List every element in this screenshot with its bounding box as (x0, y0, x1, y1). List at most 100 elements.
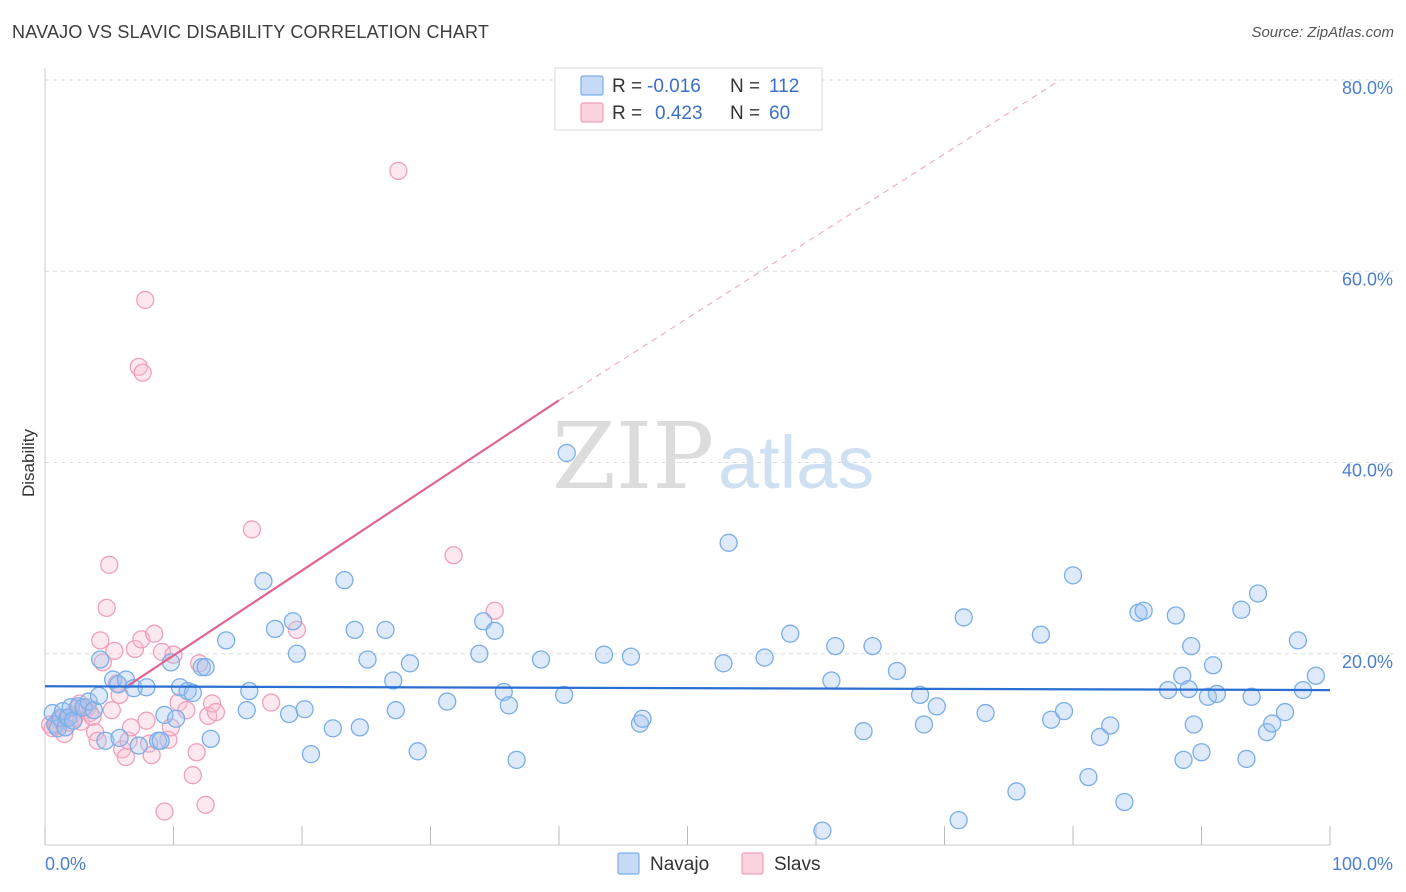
legend-navajo-label: Navajo (650, 854, 709, 875)
navajo-swatch (580, 75, 604, 96)
navajo-point (265, 619, 285, 639)
navajo-point (408, 742, 427, 761)
navajo-point (1166, 606, 1185, 625)
navajo-point (110, 728, 129, 748)
navajo-point (621, 647, 641, 666)
slavs-point (196, 795, 215, 814)
slavs-point (88, 731, 107, 750)
navajo-point (594, 645, 614, 664)
navajo-point (345, 620, 364, 639)
navajo-point (376, 620, 395, 639)
slavs-point (97, 598, 116, 617)
navajo-point (295, 700, 314, 719)
navajo-point (910, 685, 930, 705)
x-tick-label: 0.0% (45, 854, 86, 874)
trend-lines (44, 79, 1331, 692)
navajo-point (217, 631, 236, 650)
navajo-point (96, 731, 115, 750)
navajo-point (84, 701, 103, 720)
chart-title: NAVAJO VS SLAVIC DISABILITY CORRELATION … (12, 22, 490, 42)
navajo-point (279, 704, 299, 724)
navajo-point (470, 644, 489, 663)
legend-slavs-label: Slavs (774, 854, 820, 875)
navajo-point (1090, 727, 1110, 747)
slavs-point (287, 620, 307, 639)
navajo-point (1257, 723, 1277, 742)
stats-legend: R = -0.016 N = 112 R = 0.423 N = 60 (554, 67, 823, 131)
slavs-series (40, 161, 504, 821)
navajo-point (400, 654, 420, 673)
navajo-point (887, 661, 907, 681)
navajo-n-label: N = (730, 76, 760, 97)
watermark-zip: ZIP (552, 403, 714, 510)
navajo-point (1115, 792, 1134, 812)
navajo-point (927, 697, 946, 716)
navajo-point (1063, 566, 1083, 585)
slavs-point (137, 711, 156, 730)
slavs-point (133, 363, 152, 382)
navajo-point (1306, 666, 1326, 685)
navajo-point (254, 571, 273, 591)
slavs-trend-extension (558, 79, 1061, 401)
navajo-point (1031, 625, 1051, 644)
slavs-trend-line (127, 399, 560, 687)
y-tick-label: 40.0% (1342, 461, 1393, 481)
navajo-point (719, 533, 738, 552)
slavs-point (155, 802, 174, 821)
slavs-point (102, 701, 121, 720)
navajo-point (854, 722, 873, 741)
navajo-point (1232, 600, 1251, 619)
navajo-point (89, 686, 109, 705)
y-tick-label: 80.0% (1342, 78, 1393, 98)
navajo-point (1263, 714, 1282, 733)
navajo-point (1203, 656, 1223, 675)
source-label: Source: ZipAtlas.com (1251, 24, 1394, 41)
slavs-point (485, 601, 504, 620)
slavs-point (183, 766, 202, 785)
slavs-point (444, 546, 463, 565)
navajo-point (129, 736, 148, 755)
navajo-point (79, 692, 98, 711)
navajo-point (1079, 767, 1098, 787)
navajo-point (531, 650, 551, 669)
navajo-point (350, 718, 369, 737)
slavs-r-value: 0.423 (655, 103, 703, 124)
navajo-point (755, 648, 774, 667)
navajo-point (557, 443, 576, 463)
navajo-point (822, 671, 841, 690)
x-tick-label: 100.0% (1332, 854, 1393, 874)
slavs-swatch (580, 102, 604, 123)
navajo-point (1134, 601, 1153, 620)
navajo-point (287, 644, 307, 663)
navajo-point (976, 703, 995, 723)
navajo-point (630, 714, 650, 733)
navajo-point (1237, 749, 1256, 769)
slavs-point (145, 624, 164, 643)
slavs-point (105, 641, 124, 661)
navajo-point (61, 698, 80, 717)
navajo-point (813, 821, 832, 840)
navajo-point (554, 685, 574, 705)
navajo-point (192, 657, 211, 677)
navajo-point (151, 731, 170, 750)
slavs-point (389, 161, 408, 180)
navajo-point (155, 705, 174, 725)
navajo-point (954, 608, 973, 627)
navajo-point (1242, 687, 1261, 706)
navajo-point (1288, 631, 1308, 650)
navajo-point (1182, 636, 1201, 656)
slavs-point (262, 693, 281, 712)
navajo-point (485, 621, 504, 640)
navajo-point (863, 636, 882, 656)
slavs-point (136, 290, 155, 310)
navajo-point (237, 701, 256, 720)
navajo-point (1042, 710, 1061, 729)
navajo-point (301, 745, 321, 764)
navajo-point (358, 650, 377, 669)
y-tick-label: 20.0% (1342, 652, 1393, 672)
slavs-n-value: 60 (769, 103, 790, 124)
legend-navajo-swatch (617, 852, 640, 875)
navajo-point (438, 692, 457, 711)
slavs-point (187, 743, 206, 762)
